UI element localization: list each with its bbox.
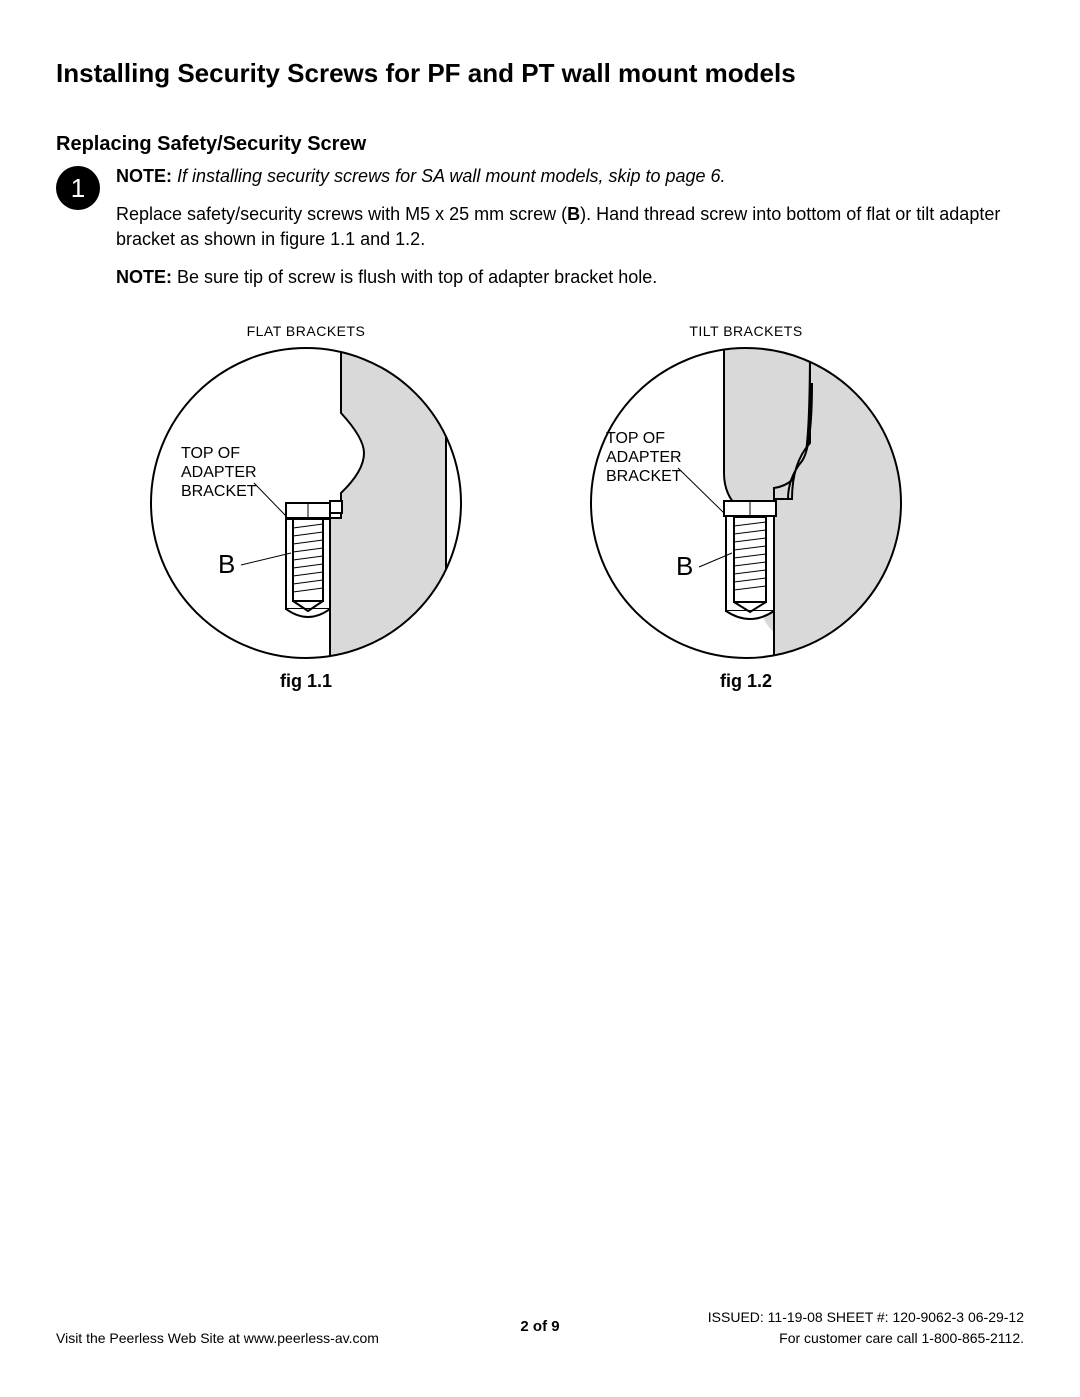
figures-row: FLAT BRACKETS xyxy=(126,323,1024,692)
tab xyxy=(330,501,342,513)
page-footer: Visit the Peerless Web Site at www.peerl… xyxy=(56,1307,1024,1349)
fig1-diagram: TOP OF ADAPTER BRACKET B xyxy=(126,343,486,663)
fig2-top-label-l1: TOP OF xyxy=(606,430,665,447)
step-text: NOTE: If installing security screws for … xyxy=(116,164,1024,303)
page-title: Installing Security Screws for PF and PT… xyxy=(56,58,1024,89)
footer-page-number: 2 of 9 xyxy=(520,1318,559,1335)
footer-left: Visit the Peerless Web Site at www.peerl… xyxy=(56,1328,379,1349)
fig1-caption: fig 1.1 xyxy=(280,671,332,692)
fig2-top-label-l2: ADAPTER xyxy=(606,449,682,466)
step-number-badge: 1 xyxy=(56,166,100,210)
step-body: Replace safety/security screws with M5 x… xyxy=(116,202,1024,251)
note-1: NOTE: If installing security screws for … xyxy=(116,164,1024,188)
note-label: NOTE: xyxy=(116,166,172,186)
note-1-text: If installing security screws for SA wal… xyxy=(172,166,726,186)
step-1: 1 NOTE: If installing security screws fo… xyxy=(56,164,1024,303)
note-2: NOTE: Be sure tip of screw is flush with… xyxy=(116,265,1024,289)
flat-bracket-shape xyxy=(330,343,446,663)
footer-right: ISSUED: 11-19-08 SHEET #: 120-9062-3 06-… xyxy=(708,1307,1024,1349)
fig1-top-label-l1: TOP OF xyxy=(181,445,240,462)
figure-1-2: TILT BRACKETS xyxy=(566,323,926,692)
fig2-diagram: TOP OF ADAPTER BRACKET B xyxy=(566,343,926,663)
fig1-top-label-l2: ADAPTER xyxy=(181,464,257,481)
figure-1-1: FLAT BRACKETS xyxy=(126,323,486,692)
section-subtitle: Replacing Safety/Security Screw xyxy=(56,133,1024,156)
fig2-b-label: B xyxy=(676,551,693,581)
page: Installing Security Screws for PF and PT… xyxy=(0,0,1080,1397)
fig1-header: FLAT BRACKETS xyxy=(247,323,366,339)
body-screw-b: B xyxy=(567,204,580,224)
fig2-top-label-l3: BRACKET xyxy=(606,468,682,485)
fig2-caption: fig 1.2 xyxy=(720,671,772,692)
note-label: NOTE: xyxy=(116,267,172,287)
body-pre: Replace safety/security screws with M5 x… xyxy=(116,204,567,224)
fig1-b-label: B xyxy=(218,549,235,579)
leader-b xyxy=(241,553,291,565)
footer-phone: For customer care call 1-800-865-2112. xyxy=(708,1328,1024,1349)
leader-top xyxy=(254,483,286,516)
screw-threads2 xyxy=(734,517,766,612)
fig1-top-label-l3: BRACKET xyxy=(181,483,257,500)
note-2-text: Be sure tip of screw is flush with top o… xyxy=(172,267,657,287)
fig2-header: TILT BRACKETS xyxy=(689,323,802,339)
footer-issued: ISSUED: 11-19-08 SHEET #: 120-9062-3 06-… xyxy=(708,1307,1024,1328)
leader-top2 xyxy=(678,468,724,513)
screw-threads xyxy=(293,519,323,611)
